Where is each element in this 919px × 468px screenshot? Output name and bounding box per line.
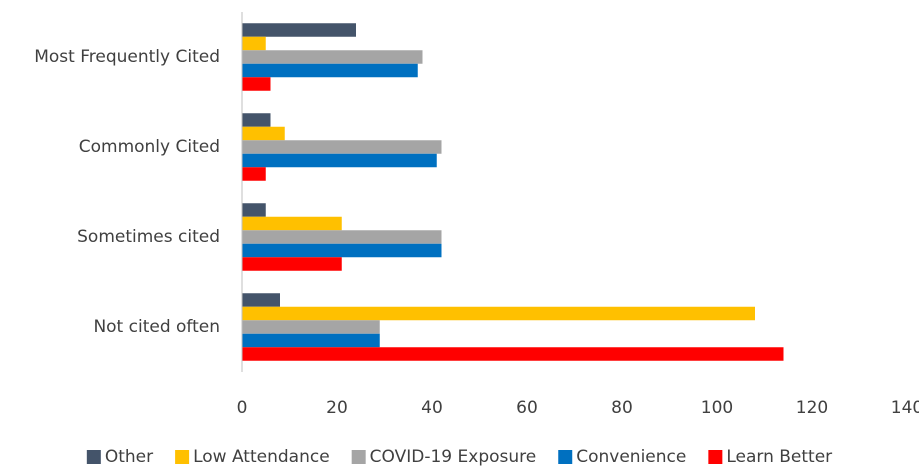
bar — [242, 140, 442, 154]
legend-label: Other — [105, 447, 153, 467]
x-tick-label: 120 — [796, 398, 828, 418]
bar — [242, 77, 271, 91]
y-tick-label: Most Frequently Cited — [34, 47, 220, 67]
bar — [242, 126, 285, 141]
legend-label: Low Attendance — [193, 447, 330, 467]
bar — [242, 347, 784, 361]
y-tick-label: Not cited often — [93, 317, 220, 337]
bar — [242, 23, 356, 37]
legend-label: Learn Better — [726, 447, 832, 467]
bar — [242, 320, 380, 334]
legend-label: Convenience — [576, 447, 686, 467]
bar — [242, 243, 442, 258]
bar — [242, 230, 442, 244]
legend-swatch — [708, 450, 723, 464]
x-tick-label: 20 — [326, 398, 348, 418]
bar — [242, 216, 342, 231]
bar — [242, 50, 423, 64]
bar — [242, 203, 266, 217]
bar — [242, 306, 755, 321]
x-tick-label: 40 — [421, 398, 443, 418]
y-tick-label: Commonly Cited — [79, 137, 220, 157]
bar — [242, 257, 342, 271]
legend-swatch — [351, 450, 366, 464]
x-tick-label: 0 — [237, 398, 248, 418]
bar — [242, 333, 380, 348]
bar — [242, 293, 280, 307]
x-tick-label: 140 — [891, 398, 919, 418]
legend-swatch — [86, 450, 101, 464]
x-tick-label: 80 — [611, 398, 633, 418]
legend-swatch — [558, 450, 573, 464]
bar — [242, 167, 266, 181]
legend-label: COVID-19 Exposure — [370, 447, 537, 467]
bar — [242, 113, 271, 127]
x-tick-label: 100 — [701, 398, 733, 418]
x-tick-label: 60 — [516, 398, 538, 418]
legend-swatch — [175, 450, 190, 464]
bar — [242, 36, 266, 51]
y-tick-label: Sometimes cited — [77, 227, 220, 247]
bar — [242, 63, 418, 78]
bar — [242, 153, 437, 168]
